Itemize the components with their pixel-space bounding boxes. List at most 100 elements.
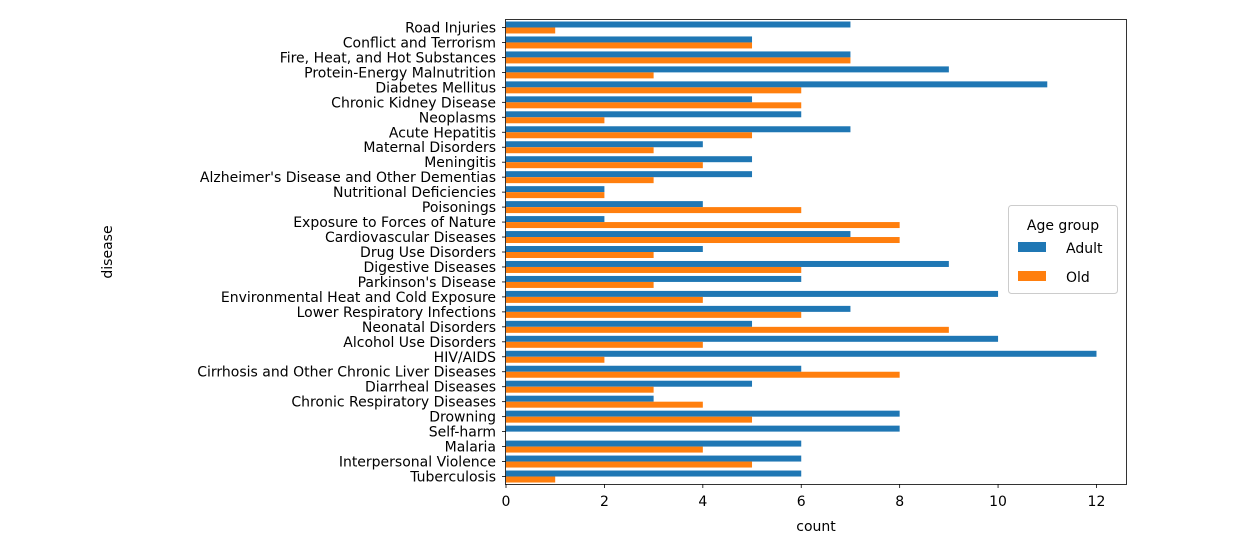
bar-self-harm-adult — [506, 425, 900, 432]
bar-meningitis-old — [506, 162, 703, 169]
bar-poisonings-old — [506, 207, 802, 214]
bar-fire-heat-and-hot-substances-old — [506, 57, 851, 64]
y-tick-label-acute-hepatitis: Acute Hepatitis — [389, 125, 496, 141]
bar-chronic-respiratory-diseases-old — [506, 401, 703, 408]
y-tick-label-digestive-diseases: Digestive Diseases — [363, 260, 496, 276]
bar-neonatal-disorders-old — [506, 326, 949, 333]
bar-parkinson-s-disease-old — [506, 281, 654, 288]
y-tick-label-alzheimer-s-disease-and-other-dementias: Alzheimer's Disease and Other Dementias — [200, 170, 496, 186]
bar-acute-hepatitis-adult — [506, 126, 851, 133]
bar-road-injuries-old — [506, 27, 556, 34]
bar-tuberculosis-old — [506, 476, 556, 483]
bar-malaria-adult — [506, 440, 802, 447]
bar-alcohol-use-disorders-adult — [506, 335, 999, 342]
y-tick-label-chronic-respiratory-diseases: Chronic Respiratory Diseases — [291, 395, 496, 411]
bar-exposure-to-forces-of-nature-old — [506, 222, 900, 229]
y-tick-label-lower-respiratory-infections: Lower Respiratory Infections — [297, 305, 496, 321]
y-tick-label-self-harm: Self-harm — [429, 425, 496, 441]
y-tick-label-conflict-and-terrorism: Conflict and Terrorism — [343, 35, 496, 51]
y-tick-label-parkinson-s-disease: Parkinson's Disease — [358, 275, 496, 291]
y-tick-label-neonatal-disorders: Neonatal Disorders — [362, 320, 496, 336]
y-tick-label-poisonings: Poisonings — [422, 200, 496, 216]
bar-nutritional-deficiencies-old — [506, 192, 605, 199]
y-tick-label-tuberculosis: Tuberculosis — [409, 470, 496, 486]
bar-conflict-and-terrorism-adult — [506, 36, 753, 43]
y-tick-label-cirrhosis-and-other-chronic-liver-diseases: Cirrhosis and Other Chronic Liver Diseas… — [197, 365, 496, 381]
bar-alzheimer-s-disease-and-other-dementias-old — [506, 177, 654, 184]
bar-hiv-aids-adult — [506, 350, 1097, 357]
bar-chronic-kidney-disease-adult — [506, 96, 753, 103]
legend-title: Age group — [1027, 218, 1099, 234]
bar-maternal-disorders-adult — [506, 141, 703, 148]
bar-cirrhosis-and-other-chronic-liver-diseases-old — [506, 371, 900, 378]
bar-diabetes-mellitus-old — [506, 87, 802, 94]
bar-hiv-aids-old — [506, 356, 605, 363]
bars-layer — [506, 21, 1097, 483]
legend-label-adult: Adult — [1066, 241, 1103, 257]
bar-lower-respiratory-infections-adult — [506, 305, 851, 312]
bar-road-injuries-adult — [506, 21, 851, 28]
bar-tuberculosis-adult — [506, 470, 802, 477]
bar-protein-energy-malnutrition-old — [506, 72, 654, 79]
y-tick-label-drowning: Drowning — [429, 410, 496, 426]
y-tick-label-environmental-heat-and-cold-exposure: Environmental Heat and Cold Exposure — [221, 290, 496, 306]
bar-cardiovascular-diseases-adult — [506, 231, 851, 238]
y-tick-label-neoplasms: Neoplasms — [419, 110, 496, 126]
legend: Age group Adult Old — [1008, 205, 1118, 294]
bar-environmental-heat-and-cold-exposure-old — [506, 296, 703, 303]
bar-digestive-diseases-adult — [506, 260, 949, 267]
y-tick-label-exposure-to-forces-of-nature: Exposure to Forces of Nature — [293, 215, 496, 231]
bar-poisonings-adult — [506, 201, 703, 208]
y-axis-label: disease — [100, 225, 116, 278]
x-tick-label-10: 10 — [989, 494, 1007, 510]
x-tick-label-6: 6 — [797, 494, 806, 510]
y-tick-label-chronic-kidney-disease: Chronic Kidney Disease — [331, 95, 496, 111]
y-tick-label-fire-heat-and-hot-substances: Fire, Heat, and Hot Substances — [280, 50, 496, 66]
bar-diarrheal-diseases-old — [506, 386, 654, 393]
bar-interpersonal-violence-adult — [506, 455, 802, 462]
bar-cardiovascular-diseases-old — [506, 237, 900, 244]
bar-drowning-old — [506, 416, 753, 423]
plot-frame — [505, 19, 1127, 485]
y-tick-label-interpersonal-violence: Interpersonal Violence — [339, 455, 496, 471]
bar-diabetes-mellitus-adult — [506, 81, 1048, 88]
bar-conflict-and-terrorism-old — [506, 42, 753, 49]
x-tick-label-0: 0 — [502, 494, 511, 510]
x-tick-label-4: 4 — [698, 494, 707, 510]
bar-alcohol-use-disorders-old — [506, 341, 703, 348]
bar-lower-respiratory-infections-old — [506, 311, 802, 318]
bar-drowning-adult — [506, 410, 900, 417]
y-tick-label-malaria: Malaria — [445, 440, 496, 456]
y-tick-label-cardiovascular-diseases: Cardiovascular Diseases — [325, 230, 496, 246]
bar-parkinson-s-disease-adult — [506, 275, 802, 282]
y-tick-label-road-injuries: Road Injuries — [405, 20, 496, 36]
bar-neoplasms-adult — [506, 111, 802, 118]
x-tick-label-2: 2 — [600, 494, 609, 510]
x-tick-label-8: 8 — [895, 494, 904, 510]
bar-exposure-to-forces-of-nature-adult — [506, 216, 605, 223]
bar-protein-energy-malnutrition-adult — [506, 66, 949, 73]
y-tick-label-drug-use-disorders: Drug Use Disorders — [360, 245, 496, 261]
x-tick-layer: 0 2 4 6 8 10 12 — [502, 484, 1106, 510]
bar-digestive-diseases-old — [506, 266, 802, 273]
x-axis-label: count — [796, 519, 836, 535]
y-tick-label-maternal-disorders: Maternal Disorders — [363, 140, 496, 156]
bar-cirrhosis-and-other-chronic-liver-diseases-adult — [506, 365, 802, 372]
y-tick-label-meningitis: Meningitis — [424, 155, 496, 171]
x-tick-label-12: 12 — [1088, 494, 1106, 510]
bar-neonatal-disorders-adult — [506, 320, 753, 327]
bar-chronic-respiratory-diseases-adult — [506, 395, 654, 402]
bar-acute-hepatitis-old — [506, 132, 753, 139]
bar-drug-use-disorders-old — [506, 252, 654, 258]
legend-label-old: Old — [1066, 270, 1090, 286]
bar-malaria-old — [506, 446, 703, 453]
y-tick-label-diabetes-mellitus: Diabetes Mellitus — [375, 80, 496, 96]
bar-fire-heat-and-hot-substances-adult — [506, 51, 851, 58]
y-tick-label-alcohol-use-disorders: Alcohol Use Disorders — [343, 335, 496, 351]
y-tick-label-nutritional-deficiencies: Nutritional Deficiencies — [333, 185, 496, 201]
bar-maternal-disorders-old — [506, 147, 654, 154]
bar-interpersonal-violence-old — [506, 461, 753, 468]
bar-environmental-heat-and-cold-exposure-adult — [506, 290, 999, 297]
